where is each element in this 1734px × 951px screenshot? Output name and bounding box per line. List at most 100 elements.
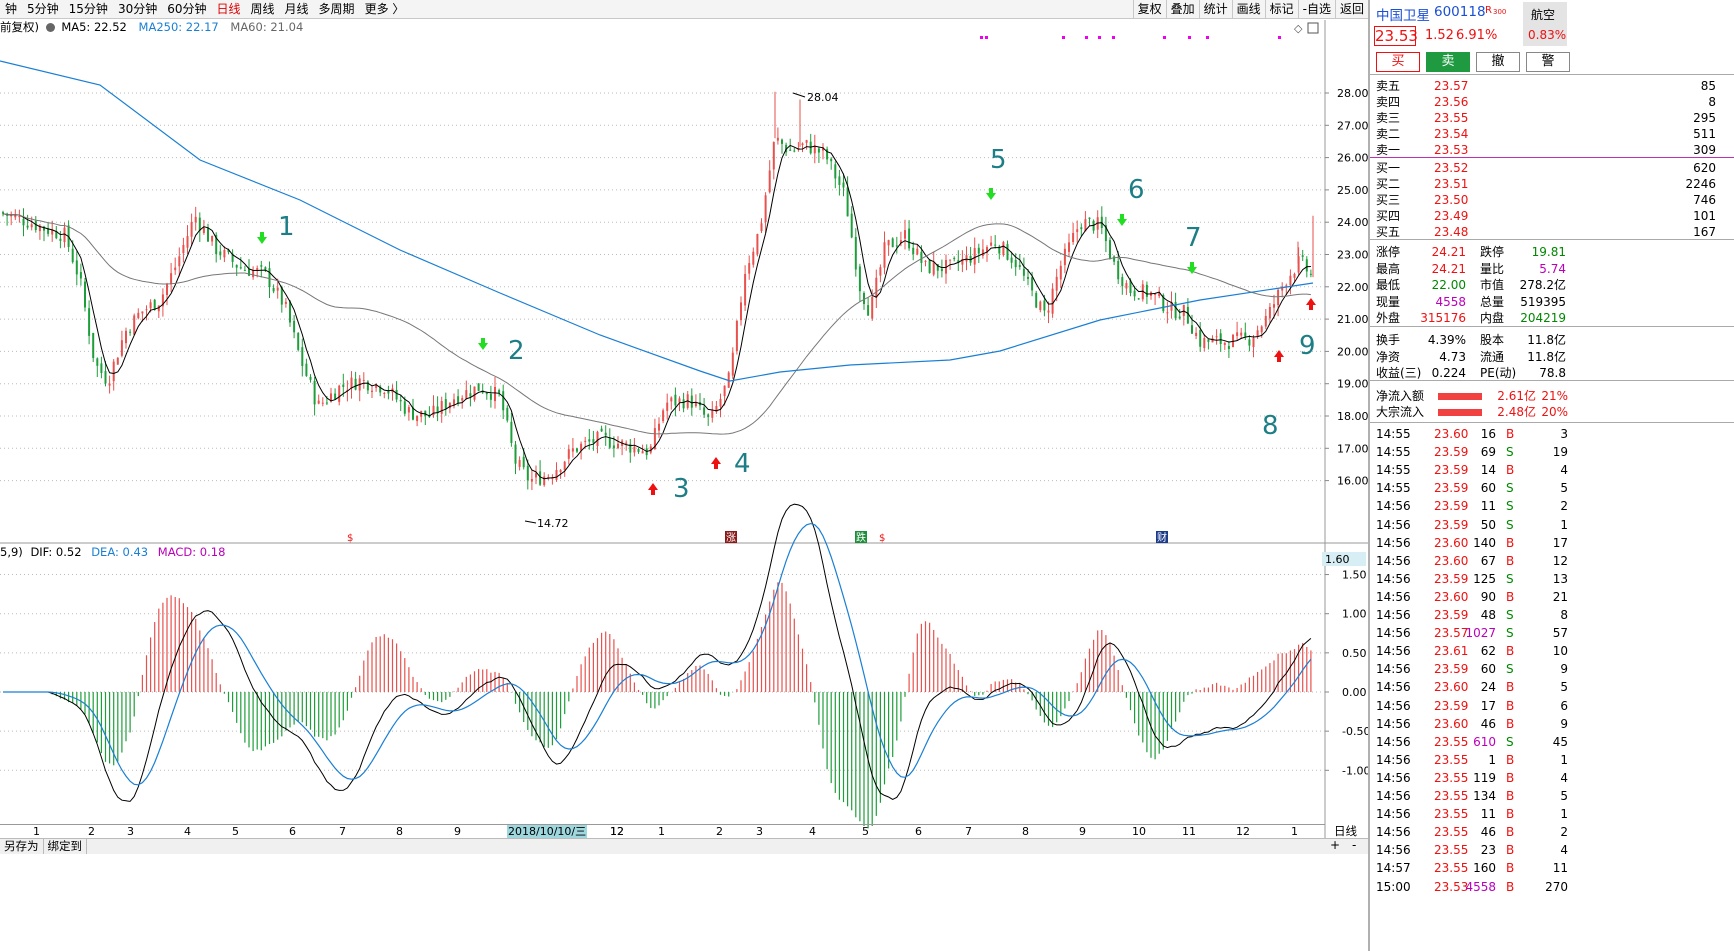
candle-body <box>949 259 952 261</box>
candle-body <box>756 234 759 255</box>
bottom-tab-0[interactable]: 另存为 <box>0 839 44 854</box>
stat-label: 内盘 <box>1480 311 1505 326</box>
candle-body <box>313 380 316 405</box>
bid-price: 23.48 <box>1434 225 1469 239</box>
price-tick-label: 27.00 <box>1337 119 1368 132</box>
candle-body <box>526 465 529 481</box>
period-tab-7[interactable]: 月线 <box>284 2 309 16</box>
candle-body <box>211 235 214 242</box>
tick-volume: 14 <box>1480 463 1496 478</box>
candle-body <box>383 393 386 395</box>
tool-button-2[interactable]: 统计 <box>1198 0 1232 18</box>
bottom-area <box>0 854 1368 951</box>
buy-button[interactable]: 买 <box>1376 52 1420 72</box>
period-tab-4[interactable]: 60分钟 <box>167 2 207 16</box>
tool-button-0[interactable]: 复权 <box>1132 0 1166 18</box>
tick-price: 23.60 <box>1434 535 1469 550</box>
sector-box[interactable]: 航空 0.83% <box>1523 2 1567 46</box>
diamond-icon[interactable]: ◇ <box>1294 22 1303 35</box>
candle-body <box>977 247 980 254</box>
legend-toggle-icon[interactable] <box>45 23 55 32</box>
candle-body <box>998 246 1001 254</box>
tool-button-6[interactable]: 返回 <box>1334 0 1368 18</box>
cancel-order-button[interactable]: 撤 <box>1476 52 1520 72</box>
tick-row: 14:56 23.55 134 B 5 <box>1376 788 1732 804</box>
candle-body <box>916 248 919 255</box>
bottom-tab-1[interactable]: 绑定到 <box>44 839 87 854</box>
bid-volume: 2246 <box>1685 177 1716 191</box>
x-tick-label: 3 <box>756 825 763 838</box>
tool-button-1[interactable]: 叠加 <box>1165 0 1199 18</box>
ask-price: 23.55 <box>1434 111 1469 125</box>
period-tab-8[interactable]: 多周期 <box>318 2 355 16</box>
zoom-in-button[interactable]: + <box>1330 838 1341 852</box>
tick-side: B <box>1506 716 1515 731</box>
candle-body <box>1289 275 1292 286</box>
tick-row: 14:56 23.55 11 B 1 <box>1376 806 1732 822</box>
window-icon[interactable] <box>1307 22 1319 34</box>
kline-chart[interactable]: 12345678928.0414.72$ 涨跌 $ 财 28.0027.0026.00… <box>0 0 1368 838</box>
tick-row: 14:55 23.60 16 B 3 <box>1376 426 1732 442</box>
bid-label: 买二 <box>1376 177 1401 191</box>
tick-volume: 11 <box>1480 499 1496 514</box>
candle-body <box>346 389 349 391</box>
candle-body <box>256 268 259 271</box>
period-tab-2[interactable]: 15分钟 <box>68 2 108 16</box>
candle-body <box>588 439 591 442</box>
zoom-out-button[interactable]: - <box>1352 838 1357 852</box>
period-tab-6[interactable]: 周线 <box>250 2 275 16</box>
ma250-label: MA250: 22.17 <box>138 20 219 34</box>
bid-label: 买四 <box>1376 209 1401 223</box>
period-tab-9[interactable]: 更多 〉 <box>364 2 405 16</box>
stat-value: 315176 <box>1420 311 1466 326</box>
candle-body <box>842 182 845 188</box>
tick-time: 14:56 <box>1376 517 1411 532</box>
event-dot <box>1062 36 1065 39</box>
period-tab-1[interactable]: 5分钟 <box>27 2 59 16</box>
x-tick-label: 4 <box>184 825 191 838</box>
tool-button-4[interactable]: 标记 <box>1264 0 1298 18</box>
candle-body <box>678 398 681 403</box>
candle-body <box>895 245 898 247</box>
candle-body <box>243 270 246 272</box>
pattern-number-6: 6 <box>1128 175 1145 205</box>
period-tab-5[interactable]: 日线 <box>216 2 241 16</box>
candle-body <box>166 284 168 295</box>
candle-body <box>1256 330 1259 337</box>
tick-count: 4 <box>1560 843 1568 858</box>
candle-body <box>518 459 521 467</box>
period-tab-3[interactable]: 30分钟 <box>117 2 158 16</box>
stat-row: 现量 4558 总量 519395 <box>1376 294 1732 310</box>
tick-row: 14:56 23.59 50 S 1 <box>1376 517 1732 533</box>
candle-body <box>1133 290 1136 297</box>
candle-body <box>653 428 656 450</box>
stat-label: 流通 <box>1480 349 1505 364</box>
period-tag[interactable]: 日线 <box>1334 824 1357 838</box>
candle-body <box>986 247 988 253</box>
candle-body <box>711 410 714 418</box>
alert-button[interactable]: 警 <box>1526 52 1570 72</box>
candle-body <box>1174 301 1177 319</box>
event-dot <box>1163 36 1166 39</box>
tick-time: 14:56 <box>1376 644 1411 659</box>
candle-body <box>1121 277 1124 287</box>
candle-body <box>1027 276 1029 279</box>
tool-button-3[interactable]: 画线 <box>1231 0 1265 18</box>
tick-price: 23.60 <box>1434 716 1469 731</box>
candle-body <box>133 315 136 335</box>
stat-row: 最低 22.00 市值 278.2亿 <box>1376 277 1732 293</box>
candle-body <box>1072 232 1075 243</box>
tick-side: S <box>1506 445 1514 460</box>
sell-button[interactable]: 卖 <box>1426 52 1470 72</box>
x-tick-label: 12 <box>610 825 624 838</box>
period-tab-0[interactable]: 钟 <box>5 2 18 16</box>
candle-body <box>1199 330 1202 347</box>
candle-body <box>547 476 550 479</box>
candle-body <box>973 248 976 265</box>
stat-value: 0.224 <box>1431 366 1466 381</box>
stat-label: 最低 <box>1376 278 1401 293</box>
tool-button-5[interactable]: -自选 <box>1297 0 1335 18</box>
candle-body <box>559 470 562 473</box>
tick-price: 23.55 <box>1434 825 1469 840</box>
candle-body <box>1236 332 1239 336</box>
